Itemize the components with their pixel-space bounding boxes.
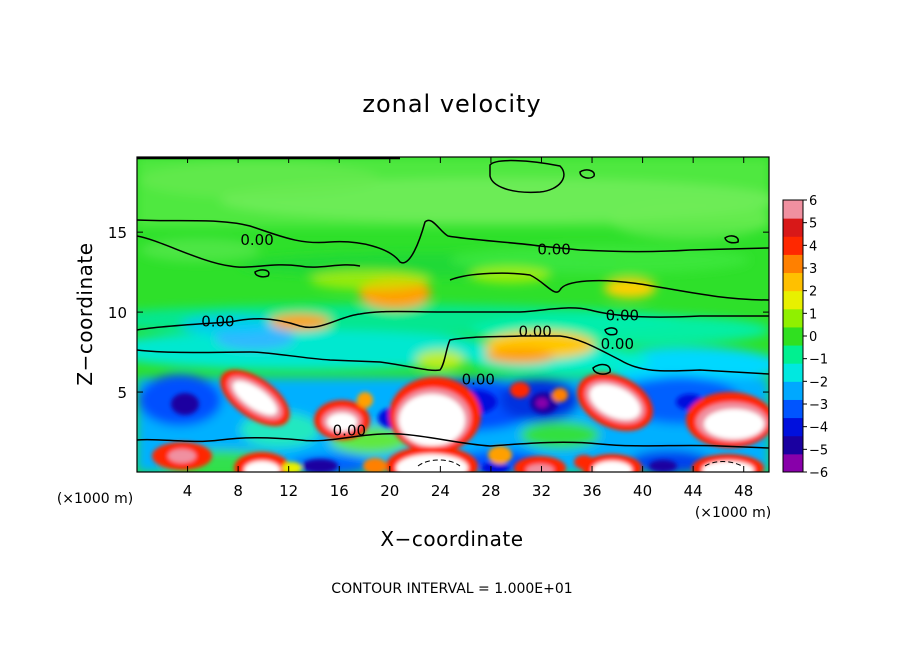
- x-tick-label: 16: [330, 482, 349, 500]
- colorbar-swatch: [783, 381, 803, 400]
- contour-label: 0.00: [601, 335, 634, 353]
- colorbar-swatch: [783, 453, 803, 473]
- colorbar-swatch: [783, 326, 803, 346]
- colorbar-label: −6: [809, 466, 828, 481]
- colorbar-swatch: [783, 290, 803, 310]
- colorbar-swatch: [783, 363, 803, 382]
- colorbar-label: −4: [809, 421, 828, 436]
- x-tick-label: 20: [380, 482, 399, 500]
- contour-labels: 0.00 0.00 0.00 0.00 0.00 0.00 0.00 0.00: [201, 231, 639, 439]
- x-tick-label: 48: [734, 482, 753, 500]
- contour-label: 0.00: [606, 306, 639, 324]
- colorbar-swatch: [783, 254, 803, 274]
- colorbar-swatch: [783, 417, 803, 437]
- x-axis-unit: (×1000 m): [695, 505, 771, 521]
- x-tick-label: 28: [481, 482, 500, 500]
- contour-label: 0.00: [518, 322, 551, 340]
- x-axis-ticks: 4 8 12 16 20 24 28 32 36 40 44 48: [183, 157, 753, 500]
- colorbar-label: 2: [809, 285, 817, 300]
- colorbar-label: 3: [809, 262, 817, 277]
- contour-label: 0.00: [462, 370, 495, 388]
- y-axis-unit: (×1000 m): [57, 491, 133, 507]
- colorbar-swatch: [783, 236, 803, 255]
- colorbar-swatch: [783, 218, 803, 237]
- y-tick-label: 10: [108, 304, 127, 322]
- colorbar-swatch: [783, 200, 803, 219]
- colorbar-label: 5: [809, 217, 817, 232]
- x-tick-label: 4: [183, 482, 193, 500]
- colorbar-label: −2: [809, 375, 828, 390]
- contour-interval-note: CONTOUR INTERVAL = 1.000E+01: [331, 581, 572, 597]
- colorbar-swatch: [783, 435, 803, 455]
- contour-label: 0.00: [537, 241, 570, 259]
- colorbar-label: −1: [809, 353, 828, 368]
- y-axis-title: Z−coordinate: [73, 242, 97, 385]
- colorbar-swatch: [783, 399, 803, 419]
- contour-label: 0.00: [201, 313, 234, 331]
- x-tick-label: 32: [532, 482, 551, 500]
- zero-contours: [137, 159, 769, 449]
- colorbar-label: 0: [809, 330, 817, 345]
- x-axis-title: X−coordinate: [380, 527, 523, 551]
- colorbar-swatch: [783, 345, 803, 364]
- contour-label: 0.00: [333, 421, 366, 439]
- x-tick-label: 36: [582, 482, 601, 500]
- x-tick-label: 24: [431, 482, 450, 500]
- colorbar-label: −3: [809, 398, 828, 413]
- y-tick-label: 15: [108, 224, 127, 242]
- x-tick-label: 12: [279, 482, 298, 500]
- colorbar-label: 1: [809, 307, 817, 322]
- contour-label: 0.00: [240, 231, 273, 249]
- y-tick-label: 5: [117, 384, 127, 402]
- x-tick-label: 44: [684, 482, 703, 500]
- x-tick-label: 8: [233, 482, 243, 500]
- x-tick-label: 40: [633, 482, 652, 500]
- colorbar-swatch: [783, 272, 803, 292]
- colorbar: 6 5 4 3 2 1 0 −1 −2 −3 −4 −5 −6: [782, 194, 828, 481]
- plot-frame: [136, 156, 770, 473]
- y-axis-ticks: 5 10 15: [108, 224, 769, 402]
- plot-area: [137, 157, 769, 472]
- colorbar-label: 6: [809, 194, 817, 209]
- colorbar-label: −5: [809, 443, 828, 458]
- colorbar-label: 4: [809, 239, 817, 254]
- chart-title: zonal velocity: [362, 90, 541, 118]
- colorbar-swatch: [783, 308, 803, 328]
